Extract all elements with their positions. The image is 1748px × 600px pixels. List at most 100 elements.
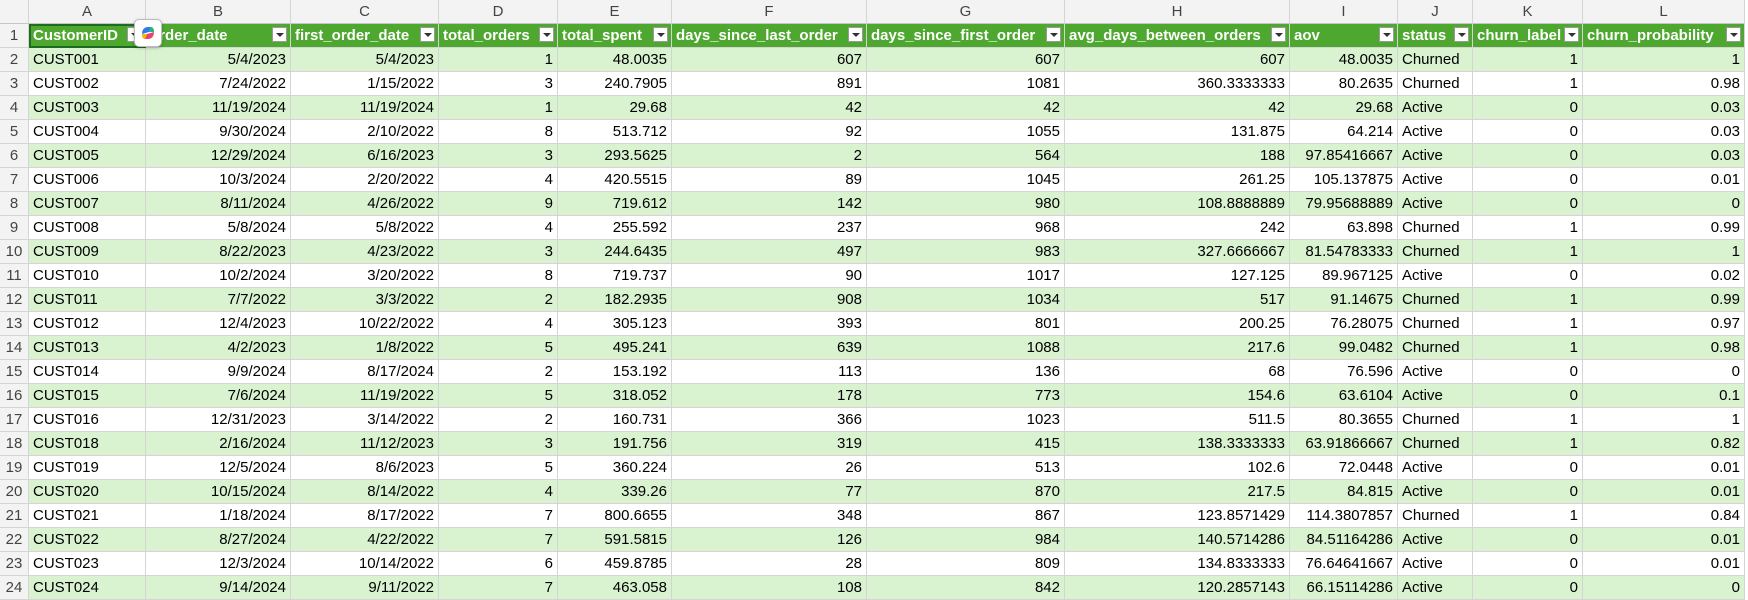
table-header-status[interactable]: status [1398, 24, 1473, 48]
table-cell[interactable]: CUST007 [29, 192, 146, 216]
table-cell[interactable]: 90 [672, 264, 867, 288]
table-cell[interactable]: 0.99 [1583, 216, 1745, 240]
table-cell[interactable]: 80.2635 [1290, 72, 1398, 96]
table-cell[interactable]: CUST013 [29, 336, 146, 360]
filter-dropdown-icon[interactable] [1046, 27, 1061, 42]
table-cell[interactable]: 984 [867, 528, 1065, 552]
table-cell[interactable]: 182.2935 [558, 288, 672, 312]
table-cell[interactable]: Active [1398, 360, 1473, 384]
row-number[interactable]: 21 [0, 504, 29, 528]
table-cell[interactable]: 7/7/2022 [146, 288, 291, 312]
table-cell[interactable]: 99.0482 [1290, 336, 1398, 360]
table-cell[interactable]: 76.596 [1290, 360, 1398, 384]
table-cell[interactable]: 66.15114286 [1290, 576, 1398, 600]
table-cell[interactable]: 1034 [867, 288, 1065, 312]
table-cell[interactable]: 366 [672, 408, 867, 432]
table-cell[interactable]: 4/2/2023 [146, 336, 291, 360]
table-cell[interactable]: 0.97 [1583, 312, 1745, 336]
table-cell[interactable]: 1055 [867, 120, 1065, 144]
table-cell[interactable]: 9/30/2024 [146, 120, 291, 144]
table-cell[interactable]: 980 [867, 192, 1065, 216]
table-cell[interactable]: 9/14/2024 [146, 576, 291, 600]
table-cell[interactable]: 7 [439, 528, 558, 552]
table-cell[interactable]: 136 [867, 360, 1065, 384]
table-cell[interactable]: 1/15/2022 [291, 72, 439, 96]
table-cell[interactable]: 26 [672, 456, 867, 480]
table-cell[interactable]: 114.3807857 [1290, 504, 1398, 528]
table-header-customerid[interactable]: CustomerID [29, 24, 146, 48]
table-cell[interactable]: 0 [1473, 192, 1583, 216]
table-cell[interactable]: 11/19/2022 [291, 384, 439, 408]
table-cell[interactable]: 108.8888889 [1065, 192, 1290, 216]
table-cell[interactable]: 1 [439, 96, 558, 120]
column-header-a[interactable]: A [29, 0, 146, 24]
table-cell[interactable]: 0.03 [1583, 144, 1745, 168]
table-cell[interactable]: 3 [439, 432, 558, 456]
table-cell[interactable]: 0 [1473, 264, 1583, 288]
table-cell[interactable]: 607 [867, 48, 1065, 72]
row-number[interactable]: 10 [0, 240, 29, 264]
table-cell[interactable]: 63.6104 [1290, 384, 1398, 408]
table-cell[interactable]: CUST012 [29, 312, 146, 336]
table-cell[interactable]: Churned [1398, 336, 1473, 360]
table-cell[interactable]: 517 [1065, 288, 1290, 312]
table-cell[interactable]: 1081 [867, 72, 1065, 96]
row-number[interactable]: 7 [0, 168, 29, 192]
table-cell[interactable]: 0 [1473, 456, 1583, 480]
table-cell[interactable]: 89.967125 [1290, 264, 1398, 288]
table-cell[interactable]: 10/3/2024 [146, 168, 291, 192]
table-cell[interactable]: Active [1398, 480, 1473, 504]
table-cell[interactable]: 42 [672, 96, 867, 120]
table-cell[interactable]: 5 [439, 384, 558, 408]
table-cell[interactable]: 4 [439, 312, 558, 336]
table-cell[interactable]: 1 [1473, 48, 1583, 72]
table-cell[interactable]: 12/3/2024 [146, 552, 291, 576]
table-cell[interactable]: 84.51164286 [1290, 528, 1398, 552]
table-cell[interactable]: 48.0035 [1290, 48, 1398, 72]
table-header-aov[interactable]: aov [1290, 24, 1398, 48]
table-cell[interactable]: 217.5 [1065, 480, 1290, 504]
table-cell[interactable]: Active [1398, 576, 1473, 600]
table-cell[interactable]: 809 [867, 552, 1065, 576]
table-cell[interactable]: 5 [439, 456, 558, 480]
table-cell[interactable]: 0 [1583, 576, 1745, 600]
table-cell[interactable]: 3 [439, 144, 558, 168]
table-cell[interactable]: CUST020 [29, 480, 146, 504]
table-cell[interactable]: 0.01 [1583, 552, 1745, 576]
table-cell[interactable]: CUST011 [29, 288, 146, 312]
table-cell[interactable]: 160.731 [558, 408, 672, 432]
table-cell[interactable]: 319 [672, 432, 867, 456]
table-cell[interactable]: Churned [1398, 288, 1473, 312]
table-cell[interactable]: 0.02 [1583, 264, 1745, 288]
table-cell[interactable]: 800.6655 [558, 504, 672, 528]
table-cell[interactable]: Churned [1398, 312, 1473, 336]
row-number[interactable]: 24 [0, 576, 29, 600]
table-cell[interactable]: 0.03 [1583, 96, 1745, 120]
table-cell[interactable]: 200.25 [1065, 312, 1290, 336]
table-cell[interactable]: 154.6 [1065, 384, 1290, 408]
table-cell[interactable]: CUST021 [29, 504, 146, 528]
table-cell[interactable]: 0 [1473, 168, 1583, 192]
table-cell[interactable]: 463.058 [558, 576, 672, 600]
table-cell[interactable]: 2 [439, 408, 558, 432]
table-cell[interactable]: 10/14/2022 [291, 552, 439, 576]
table-cell[interactable]: 72.0448 [1290, 456, 1398, 480]
table-cell[interactable]: CUST015 [29, 384, 146, 408]
table-cell[interactable]: CUST014 [29, 360, 146, 384]
table-cell[interactable]: 80.3655 [1290, 408, 1398, 432]
table-cell[interactable]: 360.3333333 [1065, 72, 1290, 96]
table-cell[interactable]: CUST010 [29, 264, 146, 288]
table-header-avg-days-between-orders[interactable]: avg_days_between_orders [1065, 24, 1290, 48]
table-cell[interactable]: 79.95688889 [1290, 192, 1398, 216]
table-cell[interactable]: 459.8785 [558, 552, 672, 576]
row-number[interactable]: 4 [0, 96, 29, 120]
table-cell[interactable]: 6 [439, 552, 558, 576]
table-cell[interactable]: 123.8571429 [1065, 504, 1290, 528]
table-cell[interactable]: 1 [1473, 216, 1583, 240]
table-cell[interactable]: 318.052 [558, 384, 672, 408]
table-cell[interactable]: 2/20/2022 [291, 168, 439, 192]
column-header-f[interactable]: F [672, 0, 867, 24]
table-cell[interactable]: 28 [672, 552, 867, 576]
table-cell[interactable]: 63.91866667 [1290, 432, 1398, 456]
table-cell[interactable]: CUST016 [29, 408, 146, 432]
